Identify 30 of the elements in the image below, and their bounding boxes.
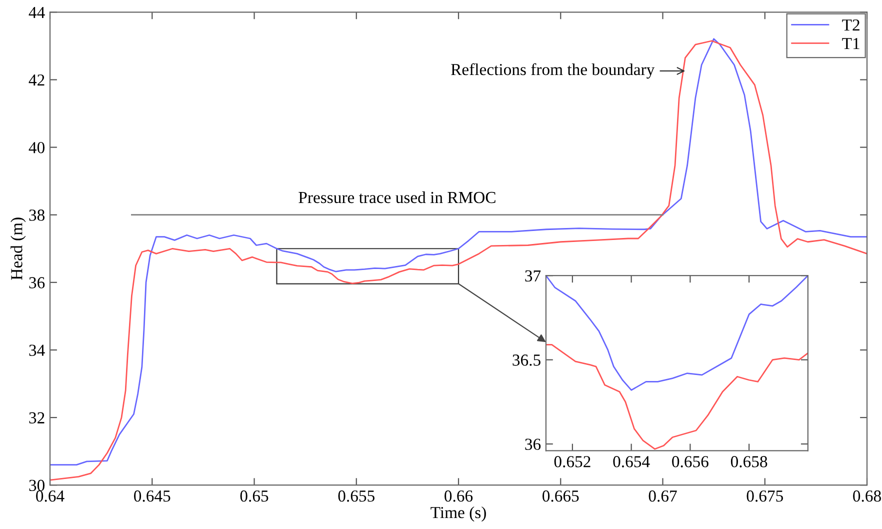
annotation: Pressure trace used in RMOC [298,191,496,204]
x-tick-label: 0.64 [36,490,64,502]
x-tick-label: 0.665 [542,490,579,502]
y-tick-label: 44 [28,6,45,18]
x-tick-label: 0.66 [444,490,473,502]
x-tick-label: 0.645 [134,490,170,502]
y-axis-title: Head (m) [10,218,26,280]
x-tick-label: 0.656 [672,456,708,468]
y-tick-label: 32 [29,412,44,424]
y-tick-label: 36.5 [512,354,540,366]
y-tick-label: 36 [29,277,45,288]
legend-label: T1 [842,38,860,50]
x-tick-label: 0.675 [746,490,783,502]
y-tick-label: 36 [525,438,541,450]
x-tick-label: 0.67 [648,490,677,502]
y-tick-label: 30 [29,480,45,492]
x-tick-label: 0.652 [554,456,590,468]
y-tick-label: 40 [28,142,45,154]
x-tick-label: 0.654 [613,456,650,468]
y-tick-label: 37 [525,270,541,282]
y-tick-label: 34 [29,344,45,356]
y-tick-label: 42 [28,74,44,86]
x-tick-label: 0.658 [730,456,768,468]
x-tick-label: 0.68 [853,490,881,502]
x-axis-title: Time (s) [430,506,486,522]
x-tick-label: 0.655 [338,490,374,502]
x-tick-label: 0.65 [240,490,268,502]
annotation: Reflections from the boundary [451,63,655,79]
legend-label: T2 [842,19,860,30]
y-tick-label: 38 [29,210,45,221]
